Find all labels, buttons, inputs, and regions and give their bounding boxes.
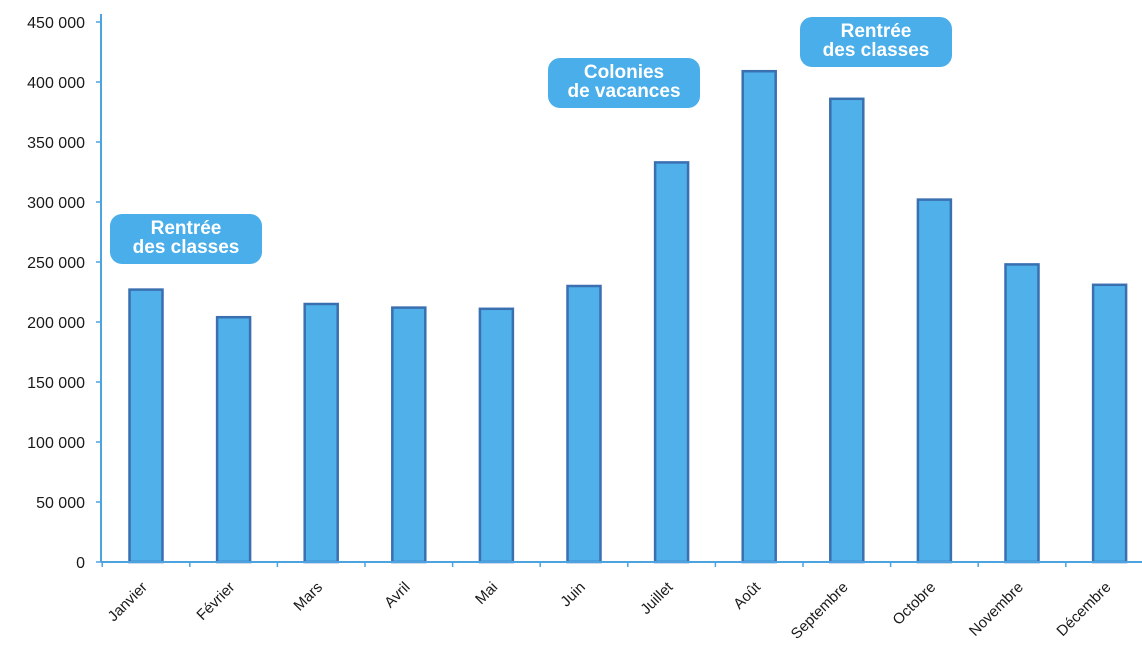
annotation-text: Rentrée [841,21,912,42]
y-tick-label: 450 000 [27,15,85,32]
bar [653,161,690,564]
x-tick-label: Mars [290,579,326,615]
y-axis: 0 50 000 100 000 150 000 200 000 250 000 300 0… [27,14,102,572]
y-tick-label: 50 000 [36,495,85,512]
y-tick-label: 200 000 [27,315,85,332]
x-tick-label: Juillet [637,578,677,618]
x-tick-label: Août [730,578,764,612]
annotation-text: des classes [133,237,240,258]
x-tick-label: Février [193,579,238,624]
y-tick-label: 100 000 [27,435,85,452]
bar [1004,263,1040,564]
bar [391,306,427,564]
x-tick-label: Mai [472,579,501,608]
x-tick-label: Octobre [889,579,939,629]
y-tick-label: 0 [76,555,85,572]
y-tick-label: 350 000 [27,135,85,152]
y-tick-label: 150 000 [27,375,85,392]
annotation-box [110,214,262,264]
annotation-text: de vacances [567,81,680,102]
bar [215,315,252,564]
x-axis: Janvier Février Mars Avril Mai Juin Juillet Aoû… [101,561,1142,643]
bar [128,288,164,564]
annotation-text: Colonies [584,62,664,83]
annotation-box [548,58,700,108]
annotation-text: Rentrée [151,218,222,239]
bar [916,198,953,564]
x-tick-label: Juin [557,579,588,610]
y-tick-label: 400 000 [27,75,85,92]
bar [829,97,865,564]
bars [128,69,1128,564]
bar [741,69,777,564]
y-tick-label: 300 000 [27,195,85,212]
x-tick-label: Janvier [105,579,151,625]
x-tick-label: Avril [381,579,413,611]
annotation-box [800,17,952,67]
annotation-text: des classes [823,40,930,61]
bar [566,284,602,564]
x-tick-label: Novembre [966,579,1027,640]
y-tick-label: 250 000 [27,255,85,272]
bar [1091,283,1128,564]
x-tick-label: Décembre [1053,579,1114,640]
x-tick-label: Septembre [788,579,852,643]
bar [478,307,515,564]
bar [303,302,339,564]
